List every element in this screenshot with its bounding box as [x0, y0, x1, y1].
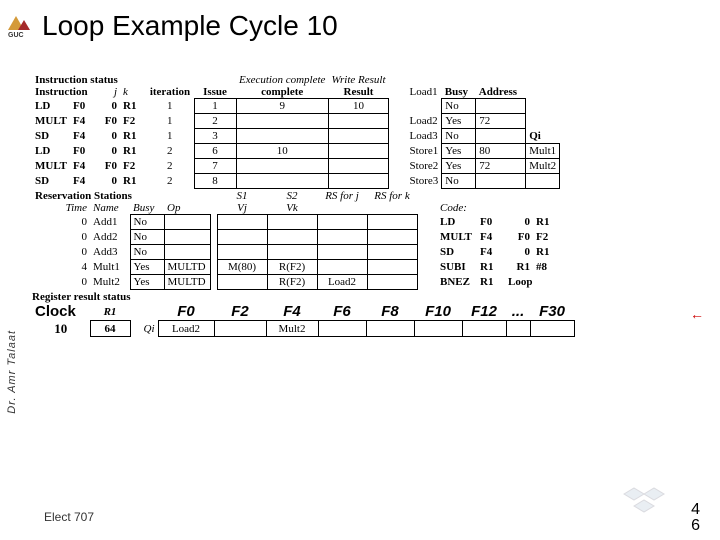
footer-course: Elect 707: [44, 510, 94, 524]
page-title: Loop Example Cycle 10: [42, 10, 338, 42]
footer-cube-icon: [614, 474, 674, 514]
content-area: Instruction status Execution complete Wr…: [32, 74, 708, 337]
svg-text:GUC: GUC: [8, 32, 24, 38]
register-status-table: Clock R1 F0 F2 F4 F6 F8 F10 F12 ... F30 …: [32, 303, 575, 337]
page-number: 4 6: [691, 502, 700, 534]
section-register-status: Register result status: [32, 291, 708, 303]
reservation-stations-table: Reservation Stations S1 S2 RS for j RS f…: [32, 190, 563, 290]
arrow-indicator-icon: ←: [690, 306, 704, 322]
instruction-status-table: Instruction status Execution complete Wr…: [32, 74, 560, 189]
section-instr-status: Instruction status: [32, 74, 146, 86]
author-name: Dr. Amr Talaat: [6, 330, 18, 414]
guc-logo: GUC: [4, 8, 34, 38]
